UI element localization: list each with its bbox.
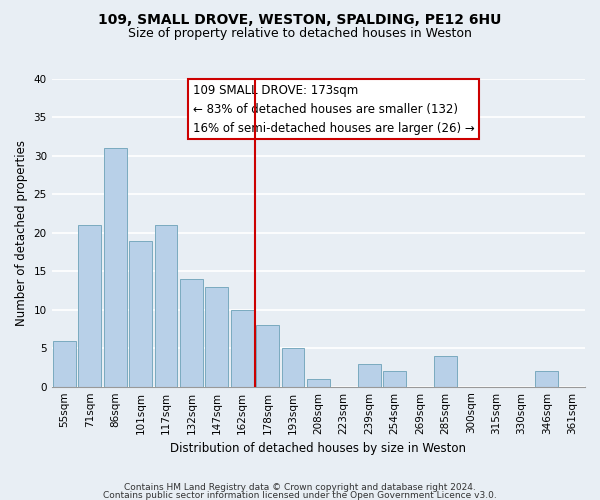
Text: 109, SMALL DROVE, WESTON, SPALDING, PE12 6HU: 109, SMALL DROVE, WESTON, SPALDING, PE12… <box>98 12 502 26</box>
Bar <box>307 379 330 386</box>
Text: Contains HM Land Registry data © Crown copyright and database right 2024.: Contains HM Land Registry data © Crown c… <box>124 483 476 492</box>
Bar <box>155 225 178 386</box>
Bar <box>180 279 203 386</box>
Bar <box>434 356 457 386</box>
Y-axis label: Number of detached properties: Number of detached properties <box>15 140 28 326</box>
Bar <box>129 240 152 386</box>
Bar <box>205 286 228 386</box>
Bar <box>256 325 279 386</box>
Bar <box>104 148 127 386</box>
Bar <box>281 348 304 387</box>
Text: Contains public sector information licensed under the Open Government Licence v3: Contains public sector information licen… <box>103 490 497 500</box>
Bar <box>358 364 380 386</box>
Bar <box>231 310 254 386</box>
Bar <box>79 225 101 386</box>
Text: Size of property relative to detached houses in Weston: Size of property relative to detached ho… <box>128 28 472 40</box>
X-axis label: Distribution of detached houses by size in Weston: Distribution of detached houses by size … <box>170 442 466 455</box>
Text: 109 SMALL DROVE: 173sqm
← 83% of detached houses are smaller (132)
16% of semi-d: 109 SMALL DROVE: 173sqm ← 83% of detache… <box>193 84 475 134</box>
Bar <box>535 372 559 386</box>
Bar <box>53 340 76 386</box>
Bar <box>383 372 406 386</box>
